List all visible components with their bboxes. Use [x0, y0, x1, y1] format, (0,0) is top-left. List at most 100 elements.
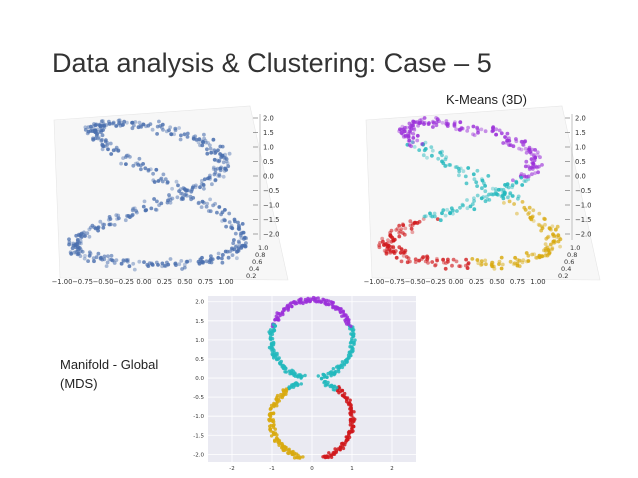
z-tick-label: 0.0	[575, 173, 586, 181]
data-point	[91, 256, 96, 261]
x-tick-label: 2	[390, 466, 394, 472]
data-point	[526, 259, 531, 263]
data-point	[465, 198, 469, 202]
data-point	[420, 142, 424, 146]
data-point	[319, 376, 324, 380]
data-point	[156, 263, 160, 267]
data-point	[443, 164, 448, 168]
y-tick-label: 1.0	[258, 244, 268, 252]
y-tick-label: -1.5	[193, 433, 204, 439]
data-point	[112, 223, 117, 227]
data-point	[303, 373, 307, 378]
data-point	[216, 174, 221, 178]
data-point	[208, 146, 213, 151]
data-point	[67, 242, 71, 247]
data-point	[494, 127, 499, 132]
data-point	[132, 267, 137, 272]
data-point	[115, 217, 119, 221]
data-point	[405, 260, 410, 265]
data-point	[400, 222, 405, 226]
data-point	[122, 119, 127, 124]
data-point	[160, 179, 165, 184]
data-point	[104, 264, 109, 268]
x-tick-label: 0.00	[136, 278, 151, 286]
data-point	[112, 261, 117, 265]
data-point	[279, 392, 283, 397]
data-point	[179, 133, 183, 138]
data-point	[238, 233, 243, 238]
x-tick-label: −0.50	[93, 278, 114, 286]
data-point	[101, 144, 106, 148]
data-point	[125, 258, 130, 263]
data-point	[472, 133, 477, 138]
mds-label: Manifold - Global (MDS)	[60, 355, 158, 393]
data-point	[430, 260, 435, 264]
data-point	[221, 252, 225, 257]
z-tick-label: 0.5	[575, 158, 586, 166]
data-point	[202, 186, 206, 191]
data-point	[270, 332, 275, 337]
data-point	[465, 129, 470, 133]
data-point	[435, 256, 439, 261]
data-point	[513, 255, 517, 260]
data-point	[233, 219, 237, 224]
data-point	[293, 372, 297, 376]
data-point	[408, 130, 413, 135]
data-point	[191, 196, 196, 200]
data-point	[381, 239, 385, 244]
z-tick-label: −1.5	[263, 216, 280, 224]
mds-label-line1: Manifold - Global	[60, 357, 159, 372]
data-point	[137, 259, 142, 264]
data-point	[409, 226, 414, 231]
data-point	[470, 257, 475, 261]
data-point	[217, 174, 222, 178]
data-point	[296, 375, 300, 379]
data-point	[458, 205, 462, 210]
data-point	[412, 127, 417, 132]
data-point	[472, 207, 477, 212]
data-point	[181, 195, 186, 199]
data-point	[382, 243, 387, 247]
data-point	[142, 260, 146, 264]
data-point	[82, 230, 86, 235]
data-point	[116, 149, 121, 153]
data-point	[510, 194, 515, 198]
data-point	[100, 147, 105, 152]
y-tick-label: 0.4	[249, 265, 259, 273]
data-point	[218, 152, 223, 156]
data-point	[193, 134, 198, 139]
data-point	[83, 234, 87, 238]
data-point	[546, 248, 551, 252]
data-point	[173, 126, 178, 131]
data-point	[445, 207, 449, 212]
data-point	[235, 250, 239, 254]
data-point	[446, 259, 450, 264]
data-point	[486, 174, 491, 178]
data-point	[514, 139, 519, 144]
data-point	[152, 180, 157, 184]
data-point	[554, 235, 559, 239]
data-point	[239, 244, 244, 248]
data-point	[543, 253, 548, 258]
data-point	[216, 251, 221, 256]
data-point	[527, 205, 532, 210]
data-point	[322, 380, 326, 385]
data-point	[99, 130, 103, 134]
data-point	[472, 196, 476, 201]
data-point	[457, 169, 462, 174]
data-point	[466, 125, 470, 130]
data-point	[523, 208, 528, 212]
data-point	[531, 208, 536, 213]
data-point	[475, 193, 480, 198]
data-point	[131, 261, 136, 266]
data-point	[487, 198, 492, 202]
data-point	[444, 119, 449, 123]
data-point	[388, 248, 393, 253]
x-tick-label: −1.00	[364, 278, 385, 286]
data-point	[553, 227, 558, 232]
data-point	[200, 143, 205, 148]
data-point	[123, 155, 128, 159]
y-tick-label: 0.6	[564, 258, 574, 266]
data-point	[350, 332, 354, 336]
data-point	[72, 250, 76, 255]
